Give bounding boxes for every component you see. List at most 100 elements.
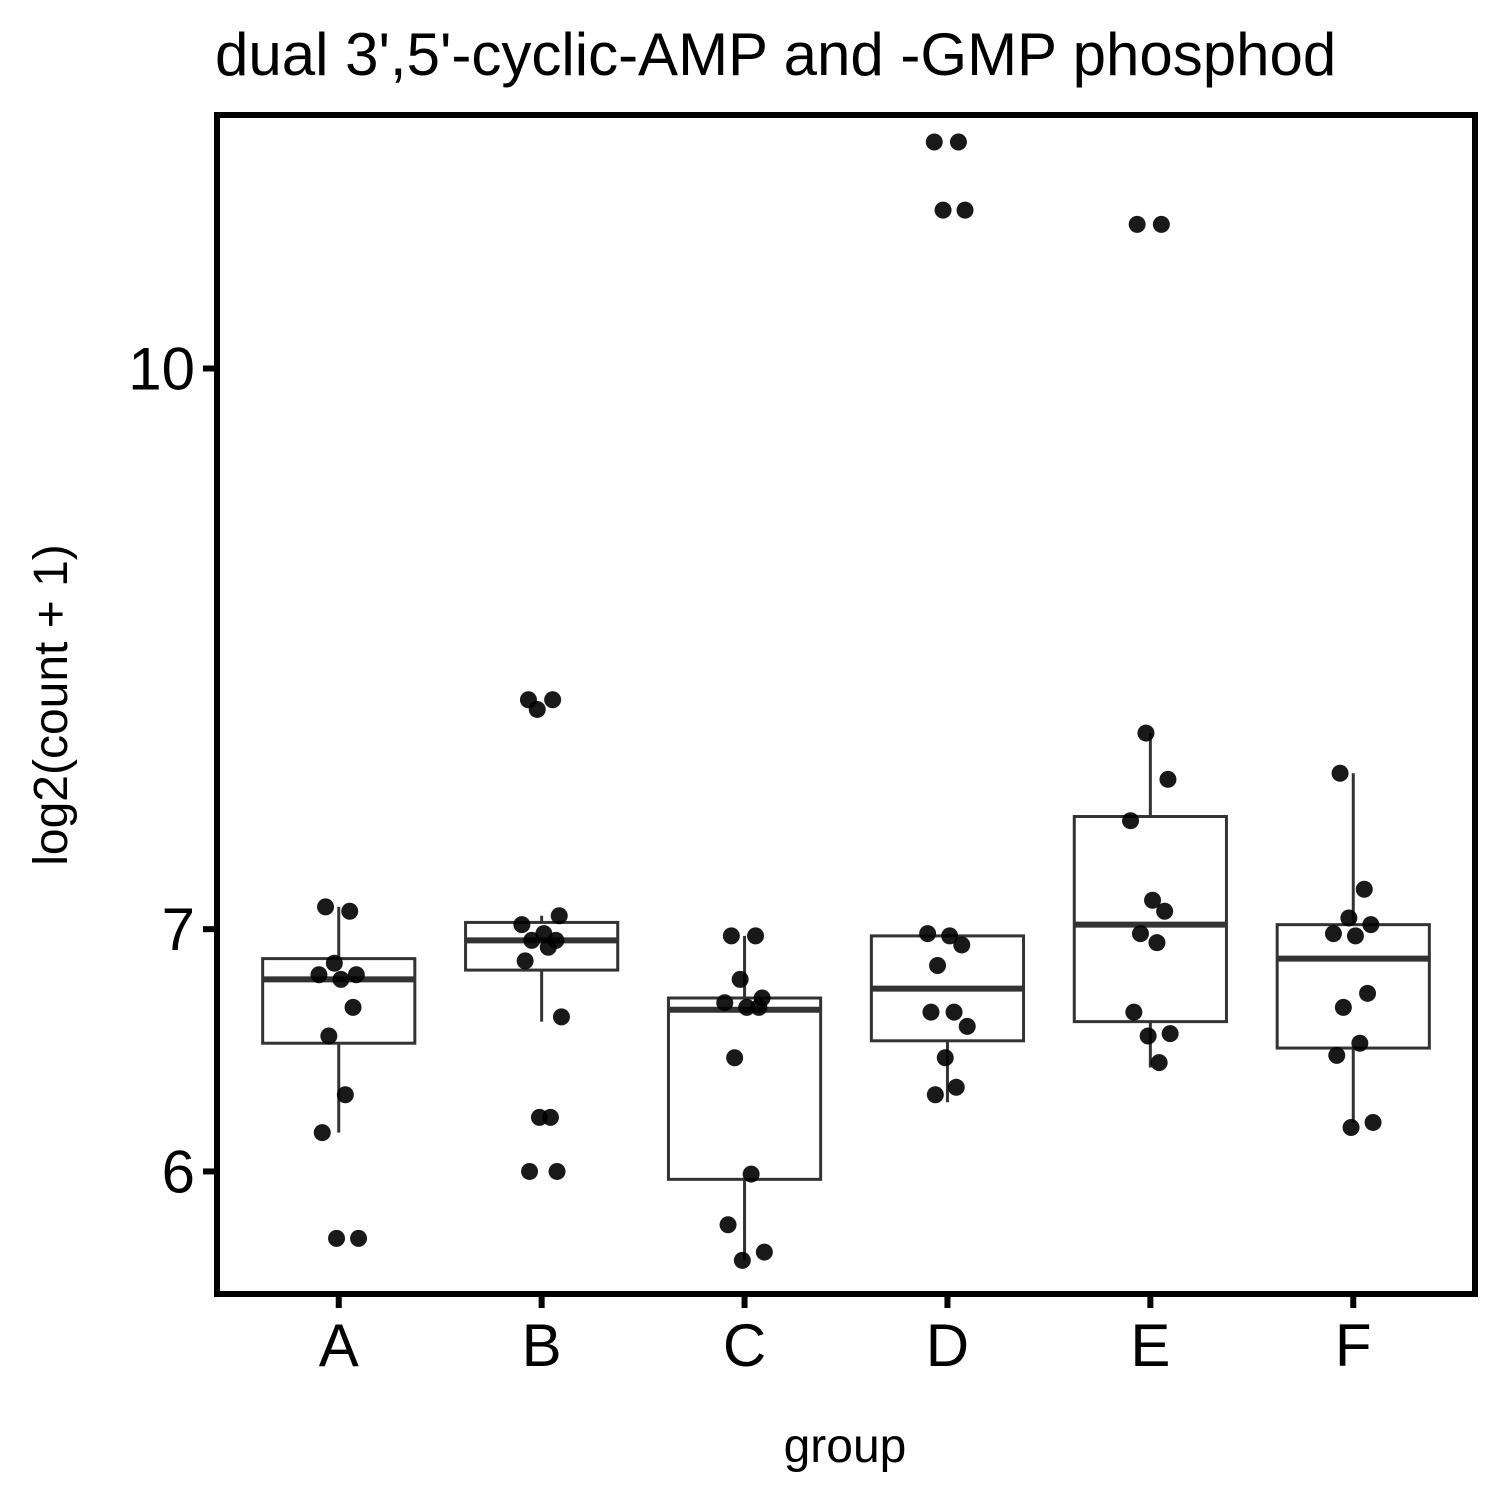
data-point [1156, 902, 1174, 920]
data-point [738, 998, 756, 1016]
data-point [1150, 1054, 1168, 1072]
data-point [1340, 909, 1358, 927]
y-axis-title: log2(count + 1) [25, 544, 78, 866]
data-point [544, 691, 562, 709]
data-point [347, 966, 365, 984]
data-point [548, 1162, 566, 1180]
data-point [731, 970, 749, 988]
data-point [550, 907, 568, 925]
box-F [1275, 773, 1431, 1123]
x-tick-label: C [723, 1312, 766, 1379]
data-point [747, 927, 765, 945]
data-point [733, 1251, 751, 1269]
data-point [1346, 927, 1364, 945]
data-point [1355, 880, 1373, 898]
points-A [310, 898, 368, 1247]
data-point [350, 1229, 368, 1247]
chart-title: dual 3',5'-cyclic-AMP and -GMP phosphod [215, 21, 1336, 88]
data-point [310, 966, 328, 984]
data-point [1364, 1113, 1382, 1131]
data-point [513, 916, 531, 934]
data-point [336, 1086, 354, 1104]
data-point [1122, 812, 1140, 830]
data-point [1159, 770, 1177, 788]
data-point [956, 201, 974, 219]
points-F [1324, 764, 1382, 1137]
box-body [1275, 923, 1431, 1050]
data-point [716, 994, 734, 1012]
data-point [719, 1216, 737, 1234]
x-tick-label: F [1335, 1312, 1372, 1379]
data-point [929, 956, 947, 974]
box-body [666, 996, 823, 1181]
data-point [934, 201, 952, 219]
data-point [1139, 1027, 1157, 1045]
panel-border [214, 112, 1478, 1297]
y-tick-label: 7 [162, 896, 195, 963]
data-point [1144, 891, 1162, 909]
box-B [464, 915, 620, 1022]
data-point [317, 898, 335, 916]
data-point [1137, 724, 1155, 742]
data-point [332, 970, 350, 988]
box-E [1072, 733, 1228, 1068]
x-tick-label: E [1130, 1312, 1170, 1379]
data-point [313, 1124, 331, 1142]
points-B [513, 691, 570, 1180]
x-axis: A B C D E F [319, 1294, 1372, 1379]
data-point [919, 925, 937, 943]
data-point [328, 1229, 346, 1247]
data-point [953, 936, 971, 954]
plot-area [261, 133, 1431, 1269]
data-point [945, 1003, 963, 1021]
y-axis: 6 7 10 [128, 335, 217, 1205]
data-point [949, 133, 967, 151]
data-point [523, 931, 541, 949]
box-D [869, 933, 1026, 1103]
data-point [320, 1027, 338, 1045]
data-point [1328, 1046, 1346, 1064]
data-point [539, 938, 557, 956]
data-point [755, 1243, 773, 1261]
data-point [1351, 1034, 1369, 1052]
data-point [1362, 916, 1380, 934]
data-point [726, 1049, 744, 1067]
data-point [750, 998, 768, 1016]
data-point [1359, 984, 1377, 1002]
data-point [1331, 764, 1349, 782]
data-point [528, 700, 546, 718]
box-body [1072, 815, 1228, 1024]
x-axis-title: group [784, 1420, 907, 1473]
data-point [958, 1017, 976, 1035]
data-point [1152, 215, 1170, 233]
data-point [344, 998, 362, 1016]
y-tick-label: 6 [162, 1138, 195, 1205]
data-point [742, 1165, 760, 1183]
data-point [516, 952, 534, 970]
x-tick-label: A [319, 1312, 359, 1379]
data-point [341, 902, 359, 920]
data-point [541, 1108, 559, 1126]
data-point [1128, 215, 1146, 233]
data-point [1342, 1119, 1360, 1137]
data-point [925, 133, 943, 151]
y-tick-label: 10 [128, 335, 195, 402]
data-point [1334, 998, 1352, 1016]
data-point [552, 1008, 570, 1026]
data-point [936, 1049, 954, 1067]
x-tick-label: D [926, 1312, 969, 1379]
data-point [926, 1086, 944, 1104]
data-point [941, 927, 959, 945]
data-point [1324, 925, 1342, 943]
data-point [1161, 1025, 1179, 1043]
data-point [521, 1162, 539, 1180]
data-point [1148, 934, 1166, 952]
points-E [1122, 215, 1179, 1072]
data-point [722, 927, 740, 945]
box-body [464, 920, 620, 972]
data-point [1125, 1003, 1143, 1021]
data-point [325, 954, 343, 972]
data-point [922, 1003, 940, 1021]
points-C [716, 927, 773, 1269]
